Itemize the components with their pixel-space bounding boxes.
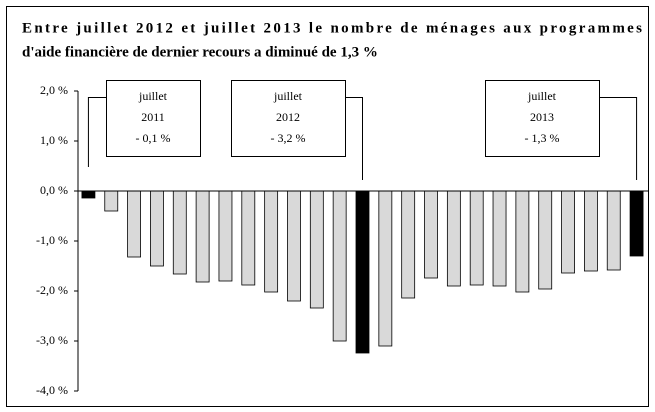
bar — [309, 190, 324, 309]
bar — [150, 190, 164, 267]
bar — [332, 190, 347, 342]
y-tick-label: 0,0 % — [40, 183, 68, 197]
bar — [241, 190, 256, 286]
annotation-text: - 1,3 % — [525, 131, 560, 145]
bar — [629, 190, 644, 257]
y-tick-label: -3,0 % — [36, 333, 68, 347]
y-tick-label: -2,0 % — [36, 283, 68, 297]
bar — [538, 190, 553, 290]
bar — [81, 190, 96, 199]
y-tick-label: 1,0 % — [40, 133, 68, 147]
annotation-text: juillet — [273, 89, 303, 103]
annotation-connector — [87, 97, 106, 167]
annotation-box — [106, 80, 201, 157]
bar — [218, 190, 233, 282]
annotation-box — [231, 80, 346, 157]
annotation-box — [485, 80, 600, 157]
bar — [195, 190, 210, 283]
frame — [6, 6, 649, 407]
bar — [424, 190, 438, 279]
bar — [469, 190, 484, 286]
bar — [104, 190, 119, 212]
bar — [401, 190, 416, 299]
annotation-text: - 3,2 % — [271, 131, 306, 145]
annotation-text: 2012 — [276, 110, 300, 124]
y-tick-label: -4,0 % — [36, 383, 68, 397]
bar — [606, 190, 621, 271]
bar — [287, 190, 301, 302]
chart-title: d'aide financière de dernier recours a d… — [22, 44, 378, 60]
annotation-text: 2013 — [530, 110, 554, 124]
annotation-text: - 0,1 % — [136, 131, 171, 145]
annotation-connector — [345, 97, 363, 180]
bar — [172, 190, 187, 275]
y-tick-label: 2,0 % — [40, 83, 68, 97]
bar — [515, 190, 530, 293]
bar — [127, 190, 141, 258]
bar — [584, 190, 598, 272]
bar — [446, 190, 461, 287]
annotation-text: juillet — [527, 89, 557, 103]
annotation-text: juillet — [138, 89, 168, 103]
bar — [561, 190, 575, 274]
bar — [492, 190, 507, 287]
bar — [264, 190, 279, 293]
annotation-connector — [599, 97, 638, 180]
annotation-text: 2011 — [141, 110, 165, 124]
y-tick-label: -1,0 % — [36, 233, 68, 247]
bar — [355, 190, 370, 354]
bar — [378, 190, 393, 347]
